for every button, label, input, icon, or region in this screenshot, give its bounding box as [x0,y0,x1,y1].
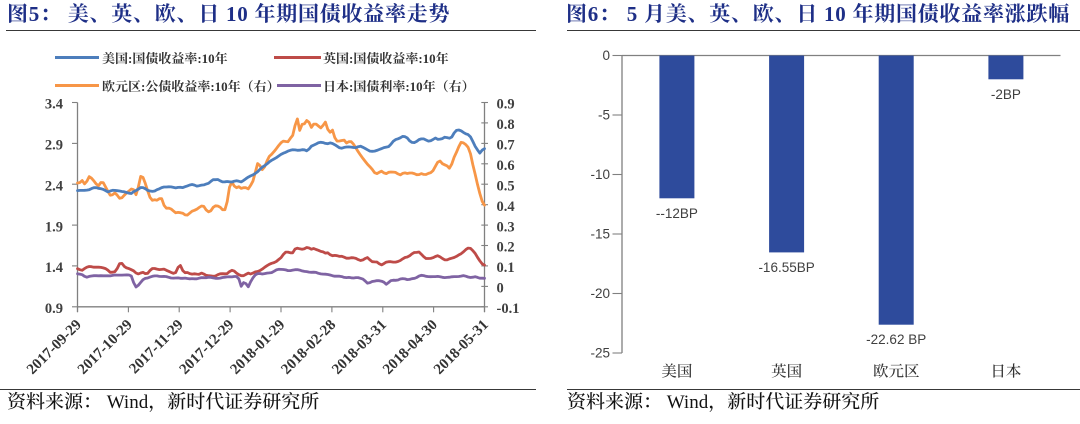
svg-text:-25: -25 [590,346,610,361]
svg-text:0: 0 [497,281,504,297]
svg-text:2018-04-30: 2018-04-30 [380,317,441,378]
svg-text:-2BP: -2BP [991,87,1021,102]
svg-text:3.4: 3.4 [45,97,63,113]
svg-text:美国: 美国 [661,360,692,382]
svg-text:2017-09-29: 2017-09-29 [24,317,85,378]
svg-text:2017-10-29: 2017-10-29 [75,317,136,378]
svg-text:-0.1: -0.1 [497,301,520,317]
svg-text:2018-03-31: 2018-03-31 [329,317,390,378]
svg-text:-10: -10 [590,167,610,182]
svg-text:0.3: 0.3 [497,219,515,235]
svg-text:0.6: 0.6 [497,158,515,174]
svg-text:1.9: 1.9 [45,219,63,235]
svg-text:0.9: 0.9 [45,301,63,317]
svg-text:2017-12-29: 2017-12-29 [177,317,238,378]
svg-text:-5: -5 [598,108,610,123]
svg-text:-15: -15 [590,227,610,242]
svg-text:0.9: 0.9 [497,97,515,113]
svg-text:2.9: 2.9 [45,138,63,154]
svg-text:欧元区: 欧元区 [873,360,920,382]
svg-text:2018-01-29: 2018-01-29 [228,317,289,378]
svg-text:0.2: 0.2 [497,240,515,256]
svg-text:英国: 英国 [771,360,802,382]
svg-text:0.5: 0.5 [497,178,515,194]
svg-text:-20: -20 [590,286,610,301]
svg-text:0.7: 0.7 [497,138,515,154]
svg-text:--12BP: --12BP [656,206,698,221]
svg-text:2.4: 2.4 [45,178,63,194]
svg-text:1.4: 1.4 [45,260,63,276]
svg-text:0.8: 0.8 [497,117,515,133]
svg-text:日本: 日本 [990,360,1021,382]
svg-text:-22.62 BP: -22.62 BP [866,332,926,347]
svg-text:2018-05-31: 2018-05-31 [431,317,492,378]
svg-text:0.4: 0.4 [497,199,515,215]
svg-text:0.1: 0.1 [497,260,515,276]
svg-text:-16.55BP: -16.55BP [758,260,814,275]
svg-text:0: 0 [602,48,610,63]
